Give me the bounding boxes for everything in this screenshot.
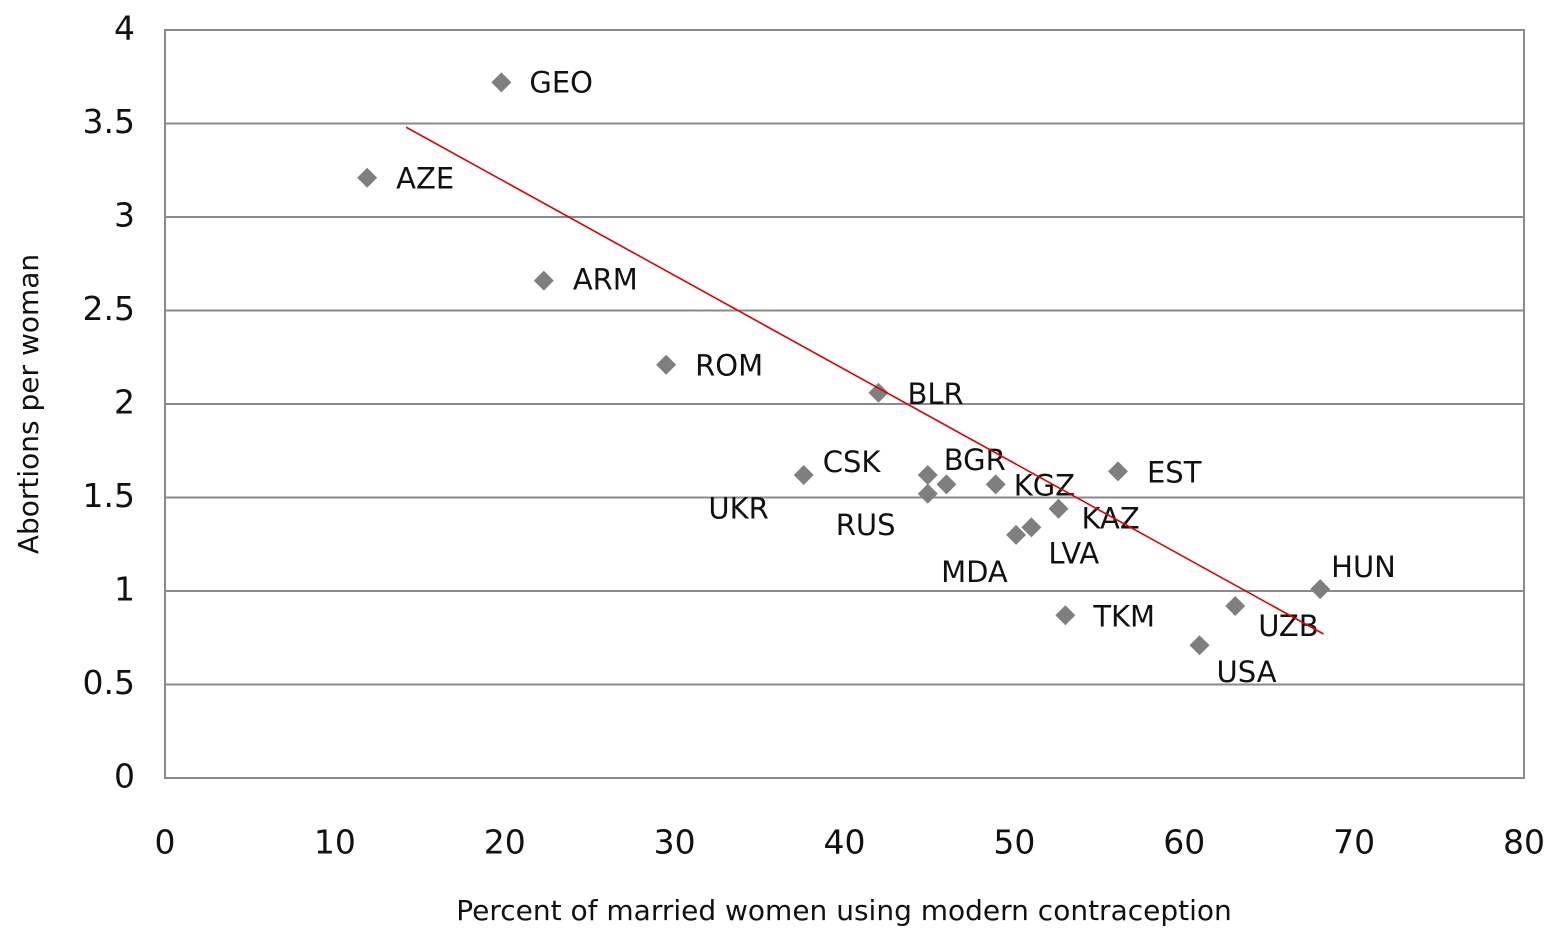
point <box>917 483 938 504</box>
point-label: MDA <box>941 555 1008 589</box>
x-tick-label: 80 <box>1503 823 1545 862</box>
x-tick-label: 40 <box>824 823 866 862</box>
point-label: AZE <box>396 162 454 196</box>
point-label: BLR <box>907 377 963 411</box>
point <box>985 474 1006 495</box>
point <box>936 474 957 495</box>
point <box>1107 461 1128 482</box>
point-label: ROM <box>695 349 763 383</box>
x-tick-label: 30 <box>654 823 696 862</box>
x-tick-label: 0 <box>155 823 176 862</box>
y-tick-label: 1 <box>114 570 135 609</box>
point-label: ARM <box>573 263 638 297</box>
y-tick-label: 3.5 <box>83 102 135 141</box>
point-label: CSK <box>823 445 882 479</box>
point <box>533 270 554 291</box>
point-label: BGR <box>944 443 1006 477</box>
point-label: HUN <box>1331 550 1396 584</box>
point <box>793 465 814 486</box>
point <box>868 382 889 403</box>
point-label: KGZ <box>1014 468 1075 502</box>
x-tick-label: 60 <box>1163 823 1205 862</box>
y-tick-label: 3 <box>114 196 135 235</box>
y-axis-title: Abortions per woman <box>12 254 45 554</box>
point <box>917 465 938 486</box>
point <box>1310 579 1331 600</box>
y-tick-label: 0.5 <box>83 663 135 702</box>
y-tick-label: 0 <box>114 757 135 796</box>
y-tick-label: 4 <box>114 9 135 48</box>
point <box>1021 517 1042 538</box>
x-tick-label: 70 <box>1333 823 1375 862</box>
point-label: LVA <box>1048 536 1099 570</box>
x-tick-label: 50 <box>993 823 1035 862</box>
x-tick-label: 20 <box>484 823 526 862</box>
point-label: TKM <box>1092 599 1155 633</box>
y-tick-label: 2 <box>114 383 135 422</box>
plot-border <box>164 29 1525 779</box>
y-tick-label: 1.5 <box>83 476 135 515</box>
point-label: EST <box>1147 455 1202 489</box>
point <box>1006 524 1027 545</box>
point <box>1055 605 1076 626</box>
point <box>1048 498 1069 519</box>
point <box>491 72 512 93</box>
point-label: UKR <box>708 491 768 525</box>
x-tick-label: 10 <box>314 823 356 862</box>
point <box>1225 595 1246 616</box>
x-axis-title: Percent of married women using modern co… <box>456 894 1232 927</box>
y-tick-label: 2.5 <box>83 289 135 328</box>
point-label: GEO <box>529 65 593 99</box>
point <box>357 167 378 188</box>
point-label: RUS <box>836 508 896 542</box>
point-label: KAZ <box>1082 502 1140 536</box>
trendline <box>405 126 1324 635</box>
point <box>1189 635 1210 656</box>
point-label: USA <box>1217 655 1277 689</box>
point <box>656 354 677 375</box>
